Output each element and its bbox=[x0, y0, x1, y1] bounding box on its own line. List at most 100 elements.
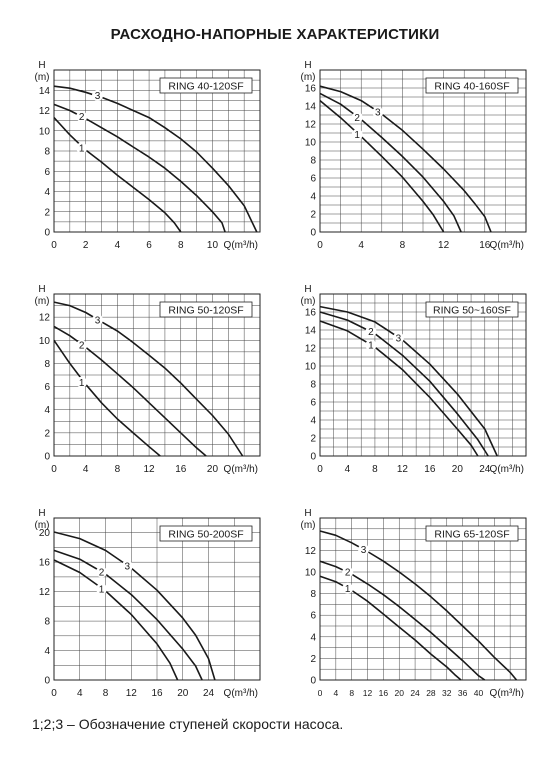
x-tick-label: 4 bbox=[345, 464, 351, 475]
series-label-bg bbox=[351, 112, 363, 123]
y-axis-unit: (m) bbox=[301, 72, 316, 83]
y-axis-label: H bbox=[38, 284, 45, 295]
y-tick-label: 16 bbox=[39, 558, 51, 569]
chart-ring-50-120sf: 0 2 4 6 8 10 12 0 4 8 12 16 20 H (m) Q(m³/h) RING 50-120… bbox=[34, 284, 261, 480]
x-tick-label: 20 bbox=[177, 688, 189, 699]
chart-title: RING 40-120SF bbox=[168, 81, 243, 93]
series-line-1 bbox=[53, 117, 182, 233]
y-tick-label: 10 bbox=[39, 336, 51, 347]
y-tick-label: 6 bbox=[44, 167, 50, 178]
chart-title-box bbox=[425, 301, 519, 318]
y-tick-label: 12 bbox=[305, 546, 317, 557]
y-tick-label: 10 bbox=[305, 362, 317, 373]
y-axis-unit: (m) bbox=[301, 520, 316, 531]
chart-title-box bbox=[425, 525, 519, 542]
series-label-2: 2 bbox=[345, 568, 351, 579]
y-tick-label: 4 bbox=[44, 646, 50, 657]
x-tick-label: 2 bbox=[83, 240, 89, 251]
series-line-2 bbox=[319, 311, 489, 457]
x-tick-label: 4 bbox=[77, 688, 83, 699]
series-label-bg bbox=[92, 89, 104, 101]
series-label-2: 2 bbox=[79, 341, 85, 352]
x-tick-label: 0 bbox=[318, 688, 323, 698]
y-tick-label: 12 bbox=[39, 106, 51, 117]
y-axis-label: H bbox=[304, 508, 311, 519]
series-label-2: 2 bbox=[79, 112, 85, 123]
x-tick-label: 16 bbox=[175, 464, 187, 475]
series-label-bg bbox=[372, 106, 384, 118]
series-label-3: 3 bbox=[95, 91, 101, 102]
series-label-bg bbox=[76, 111, 88, 123]
y-tick-label: 12 bbox=[39, 313, 51, 324]
y-tick-label: 4 bbox=[310, 416, 316, 427]
plot-frame bbox=[53, 69, 261, 233]
chart-grid bbox=[54, 294, 260, 456]
y-tick-label: 6 bbox=[310, 398, 316, 409]
chart-title: RING 65-120SF bbox=[434, 529, 509, 541]
x-tick-label: 24 bbox=[479, 464, 491, 475]
x-tick-label: 6 bbox=[146, 240, 152, 251]
y-tick-label: 14 bbox=[305, 326, 317, 337]
series-line-2 bbox=[53, 103, 226, 233]
y-tick-label: 10 bbox=[305, 568, 317, 579]
series-line-3 bbox=[319, 85, 492, 233]
x-tick-label: 8 bbox=[103, 688, 109, 699]
series-line-2 bbox=[319, 560, 486, 681]
plot-frame bbox=[319, 517, 527, 681]
y-tick-label: 12 bbox=[39, 587, 51, 598]
x-tick-label: 12 bbox=[126, 688, 138, 699]
x-tick-label: 16 bbox=[151, 688, 163, 699]
x-tick-label: 12 bbox=[144, 464, 156, 475]
y-tick-label: 6 bbox=[310, 174, 316, 185]
x-tick-label: 12 bbox=[397, 464, 409, 475]
y-tick-label: 0 bbox=[44, 452, 50, 463]
chart-title-box bbox=[159, 301, 253, 318]
y-tick-label: 0 bbox=[310, 676, 316, 687]
series-line-1 bbox=[319, 575, 462, 681]
plot-frame bbox=[319, 69, 527, 233]
y-tick-label: 8 bbox=[44, 147, 50, 158]
x-tick-label: 8 bbox=[178, 240, 184, 251]
plot-frame bbox=[53, 293, 261, 457]
series-label-bg bbox=[365, 339, 377, 351]
series-label-bg bbox=[392, 332, 404, 344]
chart-grid bbox=[54, 518, 260, 680]
series-label-bg bbox=[365, 326, 377, 338]
x-tick-label: 24 bbox=[203, 688, 215, 699]
series-label-bg bbox=[76, 376, 88, 388]
x-tick-label: 0 bbox=[51, 464, 57, 475]
series-line-3 bbox=[53, 301, 244, 457]
y-tick-label: 14 bbox=[305, 102, 317, 113]
x-axis-label: Q(m³/h) bbox=[224, 464, 258, 475]
series-label-bg bbox=[76, 142, 88, 154]
series-label-1: 1 bbox=[354, 130, 360, 141]
series-line-3 bbox=[319, 530, 518, 681]
series-label-bg bbox=[96, 566, 107, 578]
x-tick-label: 36 bbox=[458, 688, 468, 698]
footnote: 1;2;3 – Обозначение ступеней скорости на… bbox=[32, 716, 344, 732]
x-tick-label: 12 bbox=[438, 240, 450, 251]
series-label-3: 3 bbox=[375, 108, 381, 119]
x-axis-label: Q(m³/h) bbox=[224, 688, 258, 699]
y-tick-label: 12 bbox=[305, 120, 317, 131]
x-tick-label: 40 bbox=[474, 688, 484, 698]
series-line-3 bbox=[53, 85, 258, 233]
chart-title: RING 50~160SF bbox=[433, 305, 511, 317]
series-label-bg bbox=[92, 314, 104, 326]
y-axis-unit: (m) bbox=[35, 72, 50, 83]
series-label-3: 3 bbox=[95, 315, 101, 326]
y-tick-label: 14 bbox=[39, 86, 51, 97]
x-tick-label: 20 bbox=[452, 464, 464, 475]
y-tick-label: 16 bbox=[305, 84, 317, 95]
series-line-1 bbox=[53, 339, 161, 457]
y-axis-label: H bbox=[304, 60, 311, 71]
series-line-3 bbox=[319, 305, 498, 457]
x-axis-label: Q(m³/h) bbox=[490, 464, 524, 475]
series-label-bg bbox=[342, 566, 354, 578]
x-tick-label: 16 bbox=[479, 240, 491, 251]
chart-grid bbox=[320, 70, 526, 232]
series-label-bg bbox=[121, 560, 133, 572]
